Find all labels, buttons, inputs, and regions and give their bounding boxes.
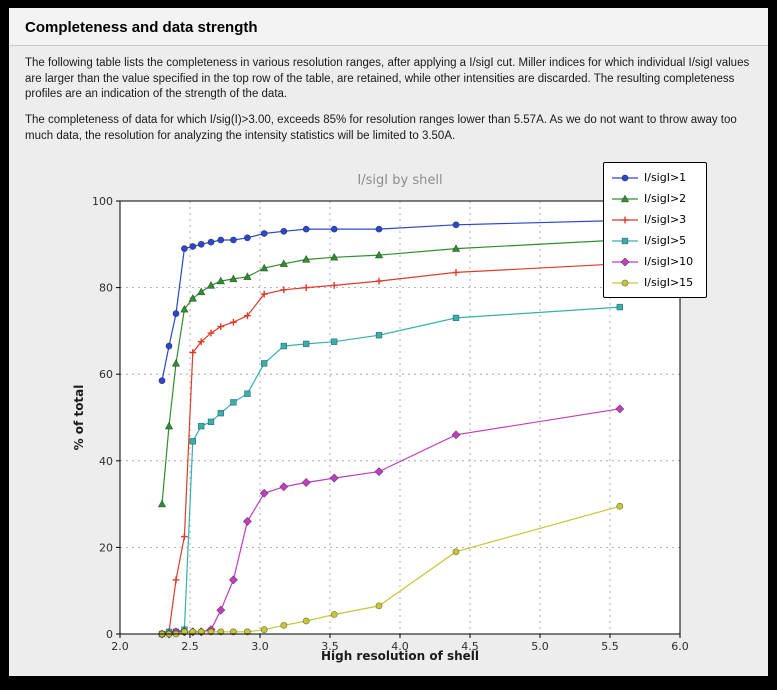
y-tick-label: 100 [92,195,113,208]
x-tick-label: 2.5 [181,640,199,653]
y-axis-label: % of total [72,385,86,451]
x-tick-label: 6.0 [671,640,689,653]
description-paragraph-2: The completeness of data for which I/sig… [25,113,737,142]
x-tick-label: 4.5 [461,640,479,653]
legend-line-sample [612,194,638,202]
legend-line-sample [612,174,638,182]
x-tick-label: 5.5 [601,640,619,653]
series-I/sigI>1 [158,217,624,385]
chart-region: 2.0 2.5 3.0 3.5 4.0 4.5 5.0 5.5 6.0 0 20 40 60 80 100 I… [9,152,768,666]
y-tick-label: 80 [99,282,113,295]
x-tick-label: 5.0 [531,640,549,653]
x-axis: 2.0 2.5 3.0 3.5 4.0 4.5 5.0 5.5 6.0 [111,634,689,653]
legend-entry-I/sigI>15: I/sigI>15 [611,274,699,291]
legend-line-sample [612,279,638,287]
chart-title: I/sigI by shell [357,173,442,188]
x-tick-label: 3.5 [321,640,339,653]
chart-legend: I/sigI>1 I/sigI>2 I/sigI>3 I/sigI>5 I/sigI>1… [603,162,707,299]
legend-line-sample [612,216,638,224]
x-tick-label: 2.0 [111,640,129,653]
legend-line-sample [612,237,638,244]
description-paragraph-1: The following table lists the completene… [25,57,750,101]
legend-label: I/sigI>15 [644,276,694,290]
series-I/sigI>2 [157,235,625,508]
y-tick-label: 20 [99,542,113,555]
series-I/sigI>15 [158,502,624,638]
legend-entry-I/sigI>10: I/sigI>10 [611,253,699,270]
page-header: Completeness and data strength [9,8,768,46]
x-tick-label: 3.0 [251,640,269,653]
chart-canvas: 2.0 2.5 3.0 3.5 4.0 4.5 5.0 5.5 6.0 0 20 40 60 80 100 I… [72,173,689,663]
x-tick-label: 4.0 [391,640,409,653]
legend-label: I/sigI>10 [644,255,694,269]
legend-line-sample [612,257,638,267]
legend-label: I/sigI>2 [644,192,687,206]
legend-label: I/sigI>5 [644,234,687,248]
y-tick-label: 60 [99,368,113,381]
y-tick-label: 0 [106,628,113,641]
content-panel: Completeness and data strength The follo… [9,8,768,676]
legend-entry-I/sigI>5: I/sigI>5 [611,232,699,249]
y-axis: 0 20 40 60 80 100 [92,195,120,641]
y-tick-label: 40 [99,455,113,468]
legend-label: I/sigI>3 [644,213,687,227]
legend-entry-I/sigI>3: I/sigI>3 [611,211,699,228]
page-title: Completeness and data strength [25,19,258,36]
legend-label: I/sigI>1 [644,171,687,185]
x-axis-label: High resolution of shell [321,649,479,663]
legend-entry-I/sigI>2: I/sigI>2 [611,190,699,207]
legend-entry-I/sigI>1: I/sigI>1 [611,169,699,186]
